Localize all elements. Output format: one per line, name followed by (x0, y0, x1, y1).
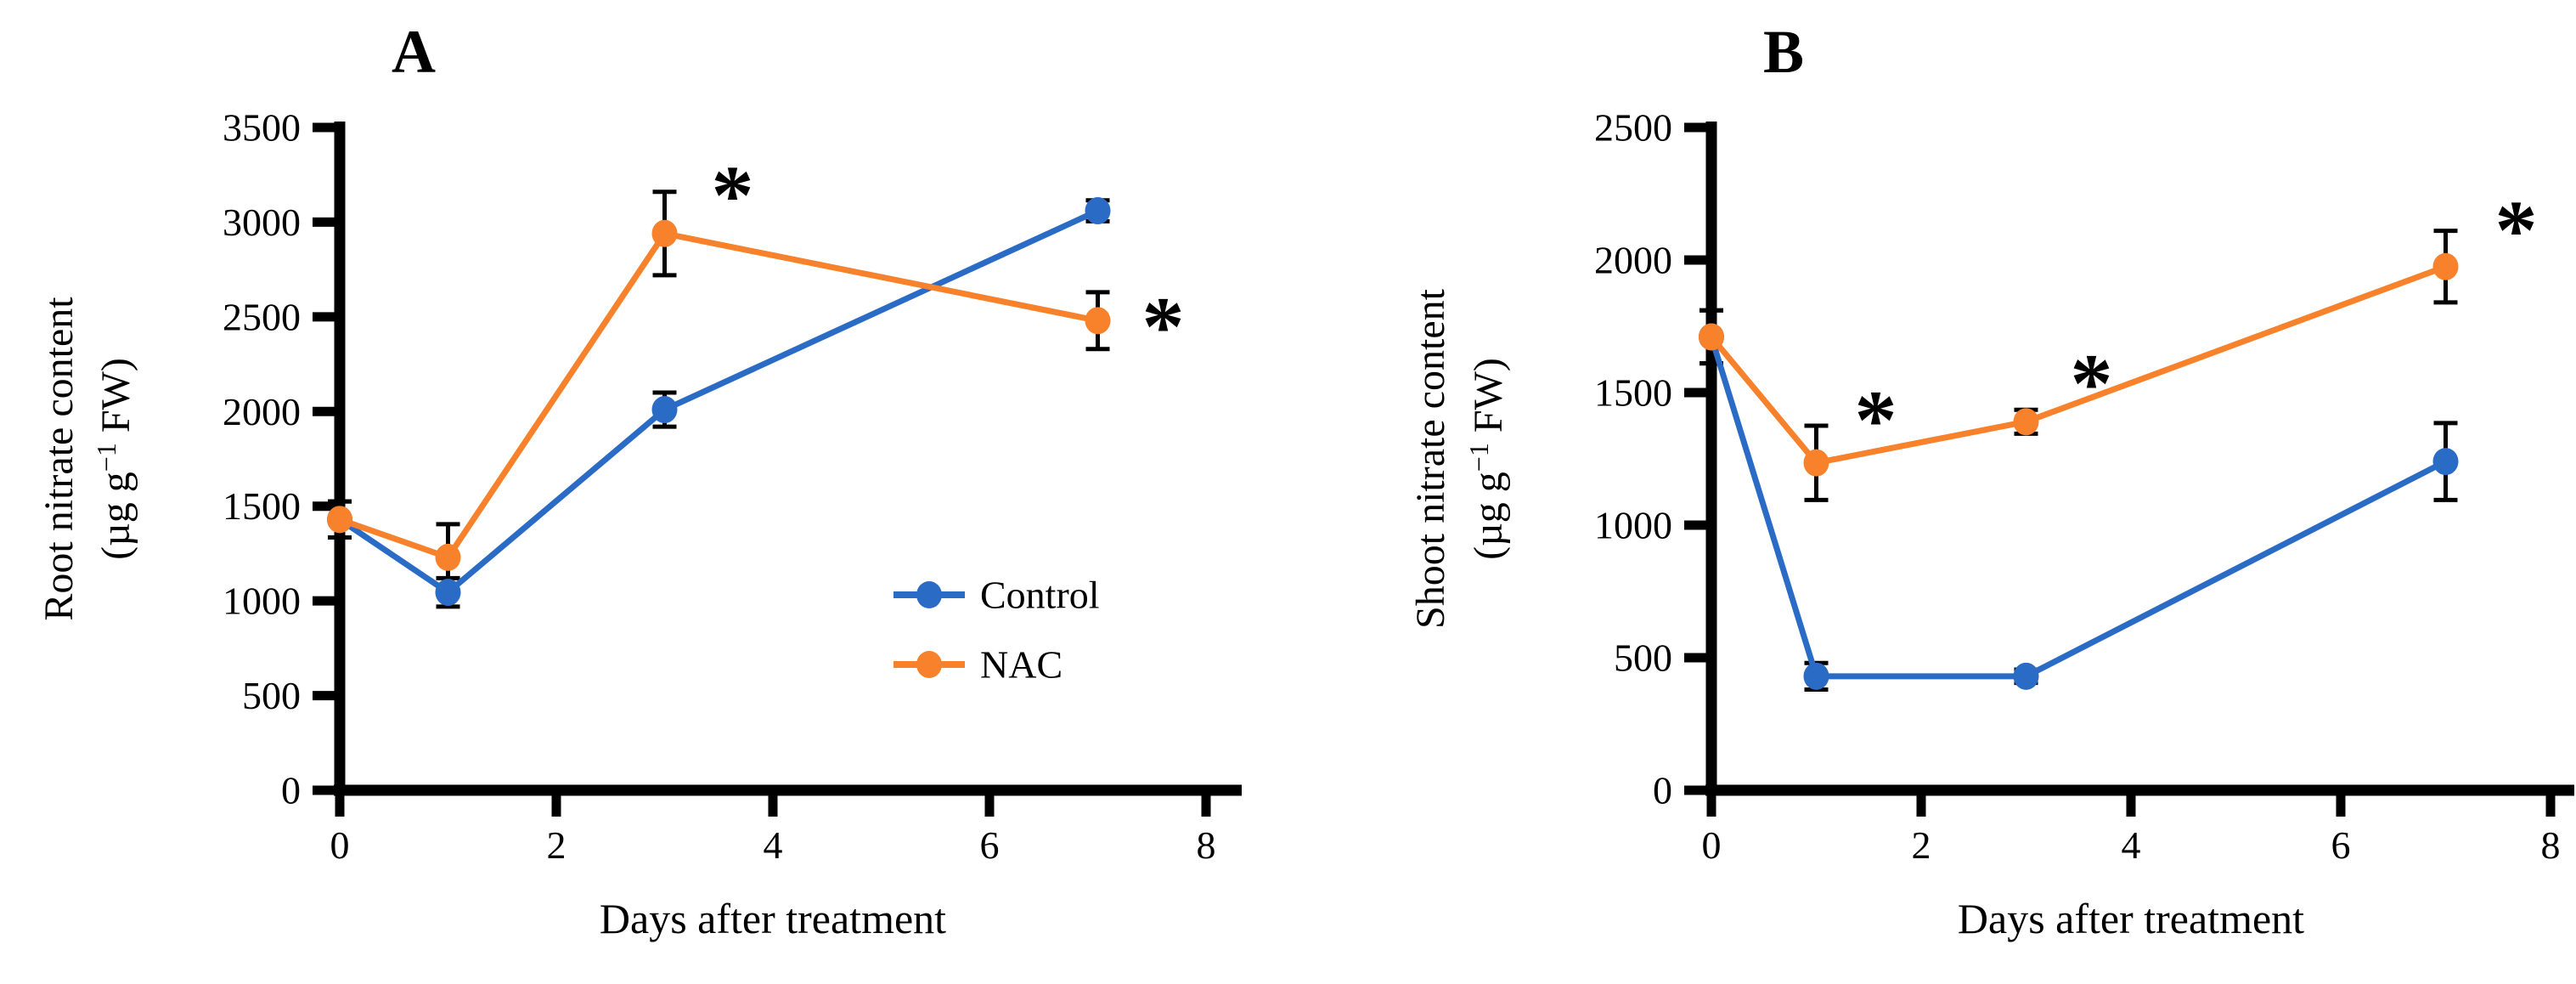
legend-marker-dot (916, 651, 942, 678)
y-tick-label: 3500 (223, 106, 301, 150)
y-tick-label: 2000 (1594, 239, 1672, 282)
legend-marker-dot (916, 581, 942, 608)
y-tick-label: 1000 (1594, 504, 1672, 547)
nac-line (338, 230, 1099, 561)
y-axis-unit: (µg g−1 FW) (91, 358, 138, 560)
nac-point-day3 (651, 219, 678, 247)
control-point-day1 (1803, 662, 1829, 690)
y-tick-label: 3000 (223, 201, 301, 244)
nac-point-day0 (1699, 323, 1724, 351)
panel-label: B (1763, 18, 1804, 86)
nac-point-day1 (1803, 449, 1829, 477)
control-point-day7 (2432, 448, 2459, 476)
x-tick-label: 6 (980, 823, 1000, 867)
nac-line (1709, 263, 2447, 467)
x-tick-label: 2 (547, 823, 566, 867)
control-point-day3 (2013, 662, 2039, 690)
control-line (1708, 336, 2448, 680)
nac-point-day0 (327, 506, 352, 534)
x-axis-title: Days after treatment (600, 895, 946, 942)
x-tick-label: 8 (1197, 823, 1216, 867)
x-tick-label: 4 (2122, 823, 2141, 867)
x-tick-label: 4 (764, 823, 783, 867)
y-axis-title: Root nitrate content (37, 297, 82, 621)
y-tick-label: 2000 (223, 390, 301, 433)
y-tick-label: 1000 (223, 580, 301, 623)
x-tick-label: 2 (1912, 823, 1931, 867)
y-tick-label: 2500 (223, 295, 301, 338)
x-tick-label: 8 (2541, 823, 2561, 867)
control-point-day7 (1085, 197, 1111, 225)
y-tick-label: 500 (1614, 636, 1672, 680)
y-axis-unit: (µg g−1 FW) (1463, 358, 1511, 560)
legend-label: NAC (980, 643, 1063, 687)
x-tick-label: 0 (330, 823, 350, 867)
y-tick-label: 0 (1653, 769, 1672, 812)
y-tick-label: 500 (242, 674, 301, 717)
nac-point-day1 (435, 543, 461, 571)
y-axis-title: Shoot nitrate content (1408, 288, 1453, 629)
significance-asterisk: * (1855, 373, 1897, 467)
legend-item-control: Control (893, 574, 1100, 617)
y-tick-label: 2500 (1594, 106, 1672, 150)
legend-item-nac: NAC (893, 643, 1063, 687)
significance-asterisk: * (2495, 183, 2538, 277)
nac-point-day7 (1085, 307, 1111, 335)
control-point-day3 (651, 396, 678, 424)
x-tick-label: 0 (1702, 823, 1722, 867)
significance-asterisk: * (712, 148, 754, 242)
significance-asterisk: * (1142, 279, 1185, 373)
panel-A: 0 500 1000 1500 2000 2500 3000 3500 0 2 4 6 8 A Days a… (37, 18, 1242, 942)
nac-point-day3 (2013, 408, 2039, 436)
legend-label: Control (980, 574, 1100, 617)
nac-point-day7 (2432, 252, 2459, 280)
y-tick-label: 1500 (1594, 371, 1672, 415)
x-axis-title: Days after treatment (1958, 895, 2304, 942)
panel-B: 0 500 1000 1500 2000 2500 0 2 4 6 8 B Days after tre… (1408, 18, 2574, 942)
panel-label: A (392, 18, 436, 86)
control-line (338, 207, 1099, 596)
x-tick-label: 6 (2331, 823, 2351, 867)
significance-asterisk: * (2071, 336, 2113, 430)
y-tick-label: 1500 (223, 484, 301, 528)
y-tick-label: 0 (281, 769, 301, 812)
control-point-day1 (435, 579, 461, 607)
legend: Control NAC (893, 574, 1100, 687)
